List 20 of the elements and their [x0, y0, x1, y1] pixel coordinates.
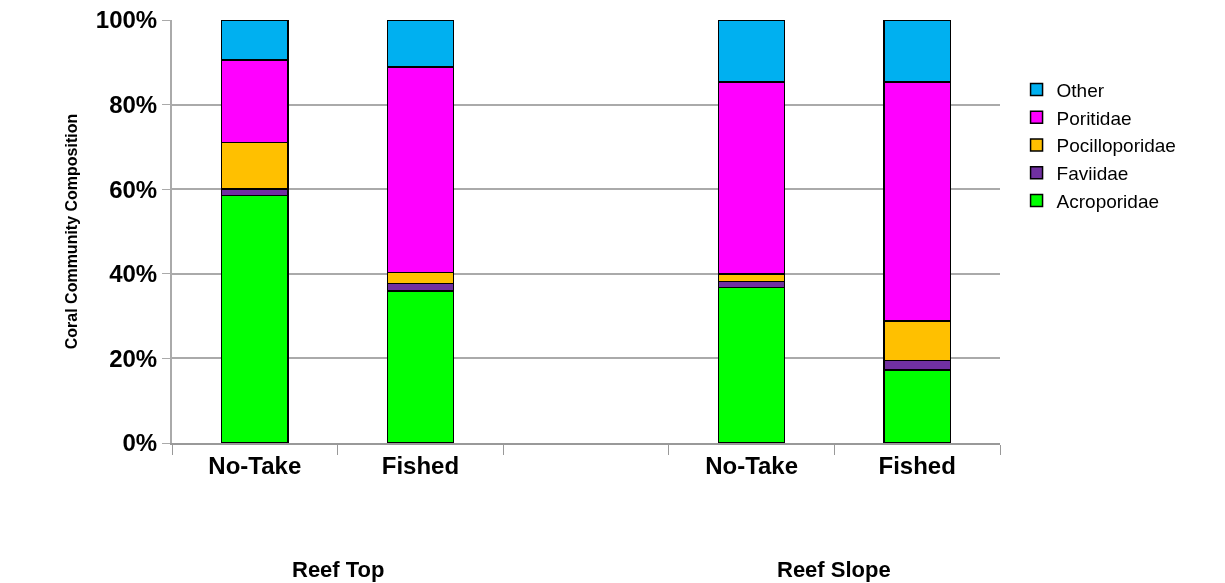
- legend-label: Pocilloporidae: [1056, 135, 1176, 157]
- x-tick-label: Fished: [878, 451, 956, 479]
- text: Reef Slope: [777, 557, 891, 582]
- legend-label: Faviidae: [1056, 163, 1129, 185]
- text: Reef Top: [292, 557, 385, 582]
- x-tick-label: Fished: [381, 451, 460, 479]
- x-tick-label: No-Take: [208, 451, 302, 479]
- legend-label: Acroporidae: [1056, 190, 1160, 212]
- legend-label: Other: [1056, 80, 1105, 102]
- y-tick-label: 0%: [122, 429, 158, 457]
- bar: [717, 286, 786, 443]
- y-tick-label: 40%: [109, 260, 158, 288]
- y-tick-label: 80%: [109, 91, 158, 118]
- legend-label: Poritidae: [1056, 107, 1132, 129]
- y-tick-label: 20%: [109, 344, 158, 372]
- y-tick-label: 60%: [109, 175, 158, 203]
- bar: [220, 194, 289, 443]
- x-tick-label: No-Take: [705, 451, 799, 479]
- y-axis-title: Coral Community Composition: [63, 113, 81, 350]
- y-tick-label: 100%: [95, 6, 158, 34]
